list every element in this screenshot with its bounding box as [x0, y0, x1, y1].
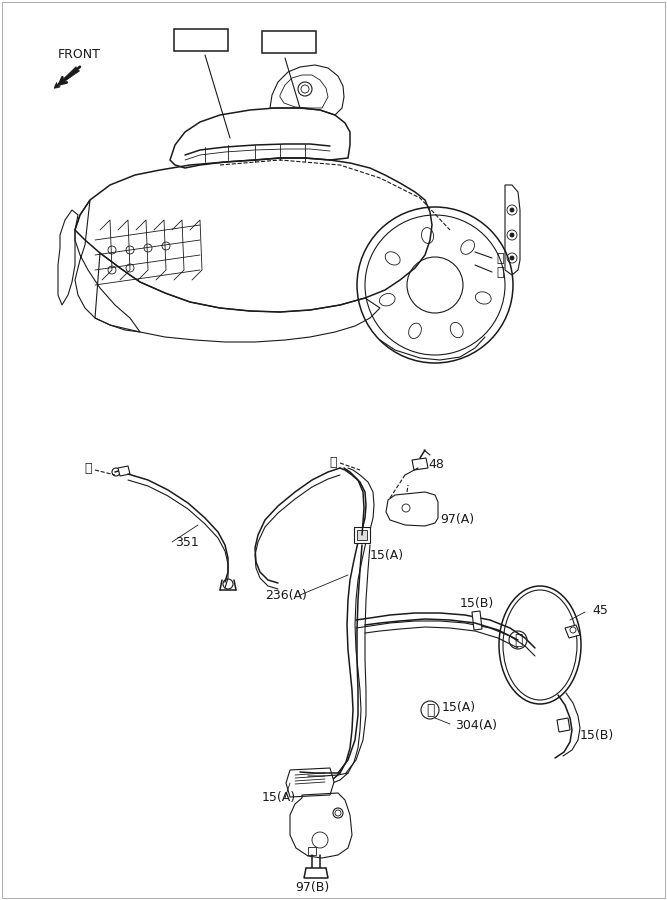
Text: 15(B): 15(B) — [580, 728, 614, 742]
Text: 304(A): 304(A) — [455, 718, 497, 732]
Polygon shape — [557, 718, 570, 732]
Text: 97(A): 97(A) — [440, 514, 474, 526]
Text: FRONT: FRONT — [58, 49, 101, 61]
Polygon shape — [354, 527, 370, 543]
Circle shape — [510, 233, 514, 237]
Text: Ⓐ: Ⓐ — [329, 456, 337, 470]
Text: 15(A): 15(A) — [442, 701, 476, 715]
Circle shape — [510, 256, 514, 260]
FancyBboxPatch shape — [174, 29, 228, 51]
Text: 236(A): 236(A) — [265, 589, 307, 601]
Text: 15(A): 15(A) — [370, 548, 404, 562]
Polygon shape — [565, 625, 580, 638]
Text: Ⓒ: Ⓒ — [514, 633, 522, 647]
Text: Ⓐ: Ⓐ — [496, 251, 504, 265]
Text: 15(B): 15(B) — [460, 597, 494, 609]
Polygon shape — [472, 611, 482, 630]
Text: Ⓑ: Ⓑ — [84, 462, 92, 474]
Text: 351: 351 — [175, 536, 199, 548]
Text: Ⓑ: Ⓑ — [496, 266, 504, 278]
Circle shape — [510, 208, 514, 212]
Text: 15(A): 15(A) — [262, 791, 296, 805]
Text: 48: 48 — [428, 458, 444, 472]
Polygon shape — [118, 466, 130, 476]
Text: Ⓓ: Ⓓ — [426, 703, 434, 717]
Text: 0-25: 0-25 — [187, 33, 215, 47]
Text: 97(B): 97(B) — [295, 880, 329, 894]
Polygon shape — [304, 868, 328, 878]
Polygon shape — [286, 768, 334, 797]
FancyBboxPatch shape — [262, 31, 316, 53]
Polygon shape — [357, 530, 367, 540]
Text: 45: 45 — [592, 604, 608, 617]
Text: 0-25: 0-25 — [275, 35, 303, 49]
